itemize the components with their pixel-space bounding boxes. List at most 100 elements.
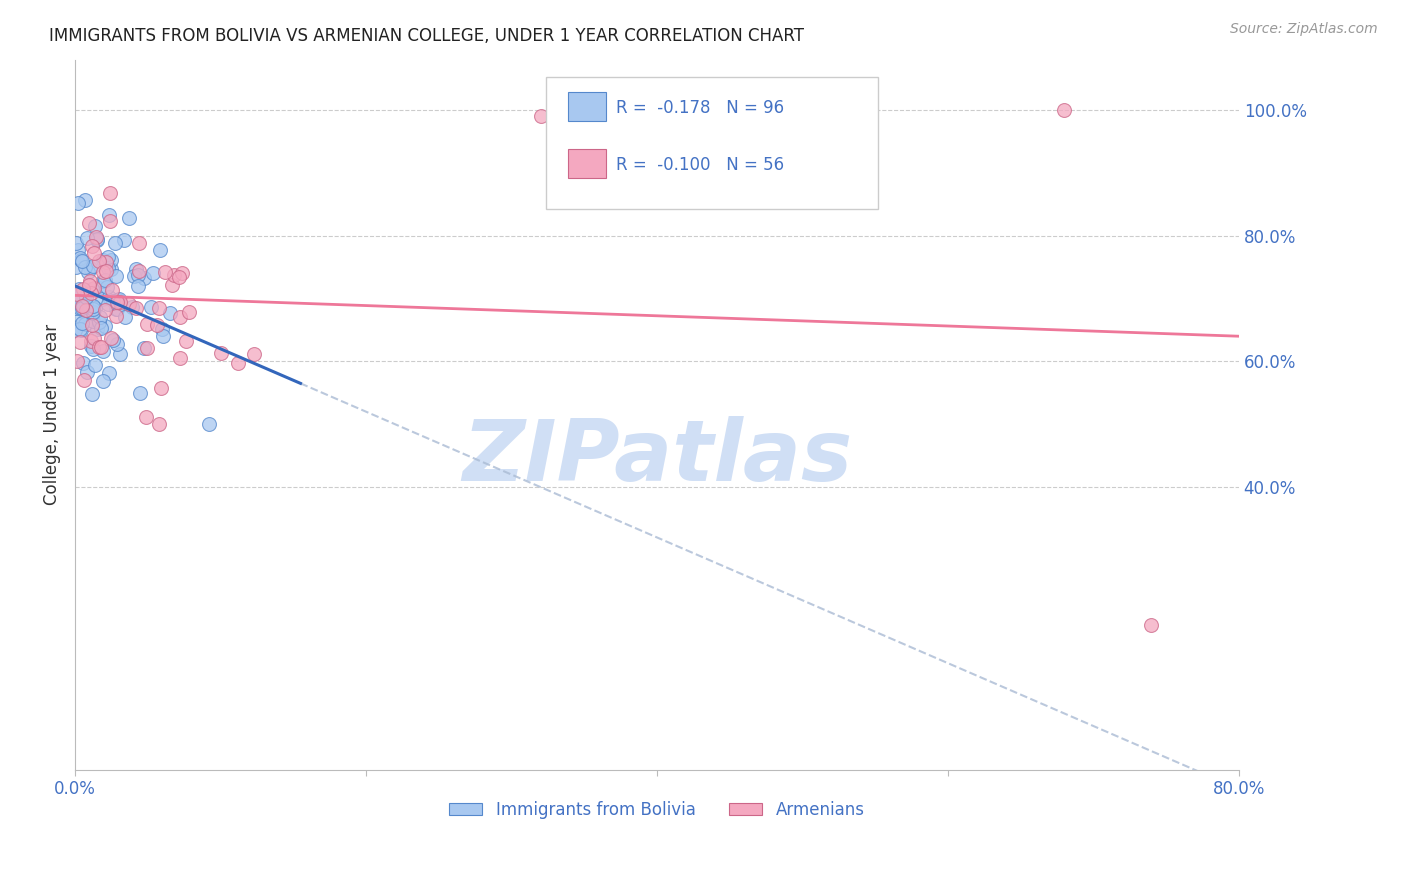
Point bbox=[75, 290, 97, 304]
Text: Source: ZipAtlas.com: Source: ZipAtlas.com bbox=[1230, 22, 1378, 37]
Point bbox=[69, 301, 91, 315]
Point bbox=[65, 260, 87, 274]
Point bbox=[87, 340, 110, 354]
Point bbox=[177, 305, 200, 319]
Point bbox=[66, 243, 89, 257]
Point bbox=[104, 310, 127, 324]
Point bbox=[142, 266, 165, 280]
Point bbox=[128, 386, 150, 401]
Point bbox=[77, 277, 100, 292]
Point bbox=[98, 366, 121, 380]
Point bbox=[72, 299, 94, 313]
Point bbox=[82, 314, 104, 328]
Point bbox=[159, 306, 181, 320]
Point bbox=[97, 250, 120, 264]
Point bbox=[70, 322, 93, 336]
Point bbox=[86, 232, 108, 246]
Point bbox=[72, 355, 94, 369]
Point bbox=[105, 294, 128, 309]
Point bbox=[67, 282, 90, 296]
Point bbox=[98, 290, 121, 304]
Point bbox=[65, 236, 87, 251]
Point bbox=[79, 274, 101, 288]
Point bbox=[124, 301, 146, 316]
Point bbox=[118, 297, 141, 311]
Point bbox=[91, 292, 114, 306]
Point bbox=[73, 373, 96, 387]
Point bbox=[69, 334, 91, 349]
Point bbox=[91, 253, 114, 268]
Point bbox=[84, 230, 107, 244]
Point bbox=[67, 293, 90, 308]
Point bbox=[83, 331, 105, 345]
Point bbox=[91, 344, 114, 359]
Point bbox=[174, 334, 197, 348]
Point bbox=[529, 109, 551, 123]
Point bbox=[150, 381, 173, 395]
Point bbox=[72, 316, 94, 330]
Point bbox=[90, 340, 112, 354]
Point bbox=[93, 303, 115, 318]
Point bbox=[132, 342, 155, 356]
FancyBboxPatch shape bbox=[568, 149, 606, 178]
Point bbox=[169, 310, 191, 324]
Point bbox=[136, 318, 159, 332]
Point bbox=[70, 301, 93, 315]
Point bbox=[69, 309, 91, 323]
Point bbox=[98, 214, 121, 228]
Point bbox=[148, 417, 170, 432]
Point bbox=[80, 282, 103, 296]
Point bbox=[105, 302, 128, 317]
Point bbox=[69, 322, 91, 336]
Point bbox=[97, 261, 120, 276]
Point bbox=[89, 310, 111, 324]
Point bbox=[104, 301, 127, 316]
Point bbox=[108, 347, 131, 361]
Point bbox=[105, 268, 128, 283]
Point bbox=[169, 269, 191, 284]
Point bbox=[82, 299, 104, 313]
Point bbox=[76, 265, 98, 279]
Point bbox=[152, 329, 174, 343]
Point bbox=[104, 236, 127, 251]
Point bbox=[135, 409, 157, 424]
Point bbox=[83, 301, 105, 316]
Point bbox=[96, 255, 118, 269]
Point bbox=[66, 289, 89, 303]
Point bbox=[80, 386, 103, 401]
Point bbox=[82, 259, 104, 273]
Point bbox=[83, 245, 105, 260]
Point bbox=[79, 260, 101, 275]
Point bbox=[93, 318, 115, 333]
Point bbox=[83, 281, 105, 295]
Point bbox=[65, 323, 87, 337]
Point bbox=[148, 301, 170, 315]
Point bbox=[118, 211, 141, 226]
Point bbox=[73, 289, 96, 303]
Point bbox=[128, 264, 150, 278]
Point bbox=[98, 186, 121, 200]
FancyBboxPatch shape bbox=[547, 78, 877, 209]
Point bbox=[97, 296, 120, 310]
Point bbox=[66, 196, 89, 211]
Point bbox=[139, 300, 162, 314]
Point bbox=[121, 301, 143, 315]
Point bbox=[72, 282, 94, 296]
Point bbox=[65, 301, 87, 315]
Point bbox=[75, 303, 97, 318]
Point bbox=[83, 219, 105, 234]
Point bbox=[69, 287, 91, 301]
Point bbox=[79, 216, 101, 230]
Point bbox=[163, 268, 186, 282]
Point bbox=[82, 301, 104, 316]
Point bbox=[86, 233, 108, 247]
Point bbox=[127, 268, 149, 283]
Point bbox=[103, 294, 125, 309]
Point bbox=[80, 338, 103, 352]
Point bbox=[76, 231, 98, 245]
Point bbox=[73, 306, 96, 320]
Point bbox=[114, 310, 136, 324]
Point bbox=[134, 271, 156, 285]
FancyBboxPatch shape bbox=[568, 92, 606, 120]
Point bbox=[86, 322, 108, 336]
